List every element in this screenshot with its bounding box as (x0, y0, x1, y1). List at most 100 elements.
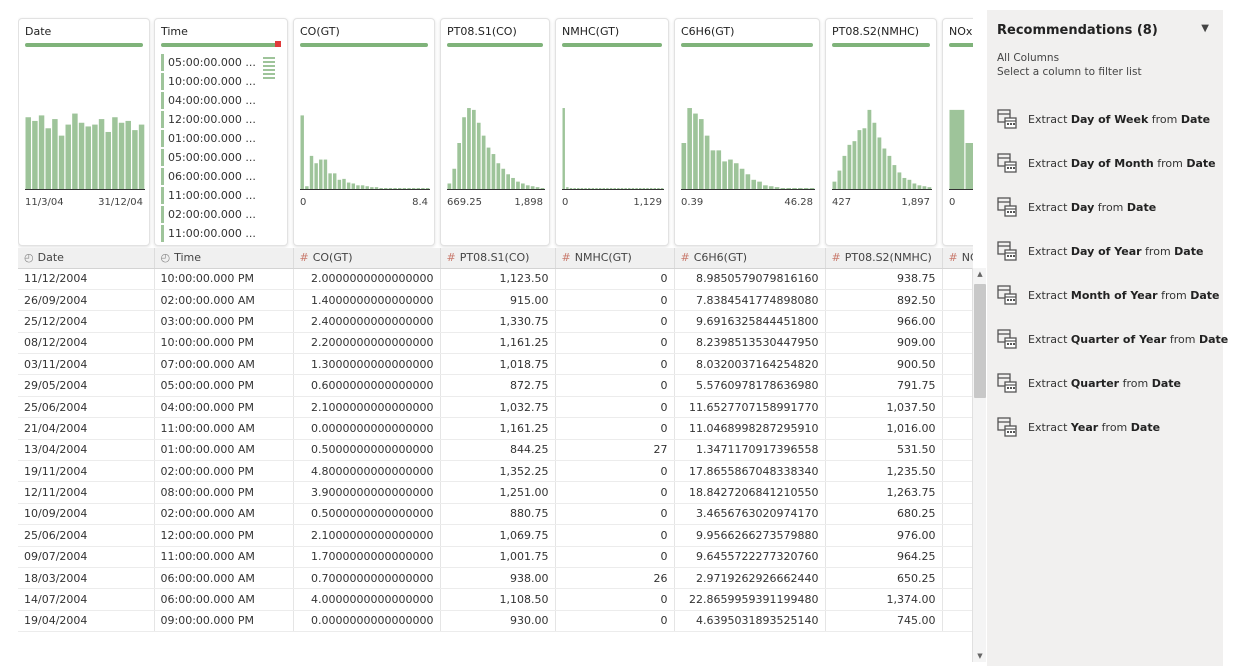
histogram-bar[interactable] (635, 188, 638, 189)
table-cell[interactable]: 22.8659959391199480 (674, 588, 826, 611)
table-cell[interactable]: 1,108.50 (440, 588, 556, 611)
histogram-bar[interactable] (887, 155, 892, 189)
histogram-bar[interactable] (562, 108, 565, 189)
histogram-bar[interactable] (530, 186, 535, 189)
table-cell[interactable]: 0.7000000000000000 (293, 567, 441, 590)
table-row[interactable]: 09/07/2004 11:00:00.000 AM 1.7000000000000… (18, 546, 973, 568)
table-cell[interactable]: 10/09/2004 (18, 503, 155, 526)
histogram-bar[interactable] (681, 143, 687, 189)
histogram-bar[interactable] (305, 186, 309, 189)
table-cell[interactable]: 650.25 (825, 567, 943, 590)
table-cell[interactable]: 900.50 (825, 353, 943, 376)
table-cell[interactable]: 12:00:00.000 PM (154, 524, 294, 547)
table-cell[interactable]: 0 (555, 417, 675, 440)
table-cell[interactable]: 1,235.50 (825, 460, 943, 483)
histogram-bar[interactable] (496, 163, 501, 189)
table-cell[interactable]: 08:00:00.000 PM (154, 481, 294, 504)
histogram-bar[interactable] (577, 188, 580, 189)
table-cell[interactable]: 5.5760978178636980 (674, 374, 826, 397)
table-cell[interactable]: 03/11/2004 (18, 353, 155, 376)
histogram-bar[interactable] (757, 181, 762, 189)
table-row[interactable]: 12/11/2004 08:00:00.000 PM 3.9000000000000… (18, 481, 973, 504)
table-cell[interactable]: 2.2000000000000000 (293, 332, 441, 355)
table-cell[interactable]: 1,374.00 (825, 588, 943, 611)
table-cell[interactable]: 26 (555, 567, 675, 590)
histogram-bar[interactable] (65, 124, 71, 189)
time-value-item[interactable]: 01:00:00.000 ... (161, 129, 256, 148)
histogram-bar[interactable] (425, 188, 430, 189)
histogram-bar[interactable] (588, 188, 591, 189)
histogram-bar[interactable] (58, 135, 65, 189)
histogram-bar[interactable] (138, 124, 145, 189)
table-cell[interactable]: 531.50 (825, 439, 943, 462)
histogram-bar[interactable] (452, 168, 457, 189)
histogram-bar[interactable] (628, 188, 631, 189)
histogram-bar[interactable] (598, 188, 602, 189)
histogram-bar[interactable] (472, 109, 476, 189)
table-cell[interactable] (942, 588, 973, 611)
histogram-bar[interactable] (92, 124, 98, 189)
histogram-bar[interactable] (411, 188, 416, 189)
histogram-bar[interactable] (566, 187, 569, 189)
histogram-bar[interactable] (580, 188, 584, 189)
time-value-item[interactable]: 11:00:00.000 ... (161, 186, 256, 205)
histogram-bar[interactable] (660, 188, 664, 189)
table-row[interactable]: 25/06/2004 04:00:00.000 PM 2.1000000000000… (18, 396, 973, 419)
recommendation-item[interactable]: Extract Month of Year from Date (997, 285, 1223, 305)
histogram-bar[interactable] (877, 137, 882, 189)
histogram-bar[interactable] (379, 188, 383, 189)
histogram-bar[interactable] (573, 188, 576, 189)
histogram-bar[interactable] (591, 188, 595, 189)
time-value-item[interactable]: 04:00:00.000 ... (161, 91, 256, 110)
table-cell[interactable]: 0 (555, 396, 675, 419)
table-cell[interactable] (942, 503, 973, 526)
histogram-bar[interactable] (501, 168, 506, 189)
histogram-bar[interactable] (356, 185, 360, 189)
scroll-up-icon[interactable]: ▲ (977, 270, 983, 278)
histogram-bar[interactable] (398, 188, 402, 189)
table-cell[interactable] (942, 396, 973, 419)
table-cell[interactable]: 19/11/2004 (18, 460, 155, 483)
table-cell[interactable]: 844.25 (440, 439, 556, 462)
table-cell[interactable]: 745.00 (825, 610, 943, 633)
histogram-bar[interactable] (722, 161, 727, 189)
table-cell[interactable]: 1,032.75 (440, 396, 556, 419)
table-row[interactable]: 29/05/2004 05:00:00.000 PM 0.6000000000000… (18, 374, 973, 397)
column-header-pt08-s2[interactable]: # PT08.S2(NMHC) (825, 248, 943, 269)
table-cell[interactable]: 938.00 (440, 567, 556, 590)
table-cell[interactable]: 680.25 (825, 503, 943, 526)
histogram-bar[interactable] (516, 181, 520, 189)
table-cell[interactable]: 08/12/2004 (18, 332, 155, 355)
histogram-bar[interactable] (521, 183, 525, 189)
table-row[interactable]: 19/11/2004 02:00:00.000 PM 4.8000000000000… (18, 460, 973, 483)
histogram-bar[interactable] (78, 122, 85, 189)
table-cell[interactable]: 25/06/2004 (18, 524, 155, 547)
table-cell[interactable]: 1,263.75 (825, 481, 943, 504)
histogram-bar[interactable] (535, 187, 540, 189)
table-cell[interactable] (942, 268, 973, 290)
table-cell[interactable]: 964.25 (825, 546, 943, 568)
histogram-bar[interactable] (927, 187, 932, 189)
histogram-bar[interactable] (803, 188, 809, 189)
histogram-bar[interactable] (792, 188, 797, 189)
table-cell[interactable] (942, 546, 973, 568)
table-cell[interactable]: 880.75 (440, 503, 556, 526)
table-cell[interactable] (942, 460, 973, 483)
table-cell[interactable]: 1,251.00 (440, 481, 556, 504)
histogram-bar[interactable] (506, 174, 510, 189)
histogram-bar[interactable] (653, 188, 657, 189)
histogram-bar[interactable] (698, 119, 704, 189)
histogram-bar[interactable] (907, 179, 912, 189)
recommendation-item[interactable]: Extract Quarter of Year from Date (997, 329, 1228, 349)
table-cell[interactable]: 29/05/2004 (18, 374, 155, 397)
table-cell[interactable]: 8.2398513530447950 (674, 332, 826, 355)
histogram-bar[interactable] (402, 188, 407, 189)
table-cell[interactable]: 09:00:00.000 PM (154, 610, 294, 633)
histogram-bar[interactable] (862, 128, 867, 189)
table-cell[interactable]: 976.00 (825, 524, 943, 547)
collapse-caret-icon[interactable]: ▼ (1201, 23, 1209, 34)
histogram-bar[interactable] (351, 183, 356, 189)
table-cell[interactable]: 18/03/2004 (18, 567, 155, 590)
histogram-bar[interactable] (763, 185, 768, 189)
recommendation-item[interactable]: Extract Quarter from Date (997, 373, 1223, 393)
